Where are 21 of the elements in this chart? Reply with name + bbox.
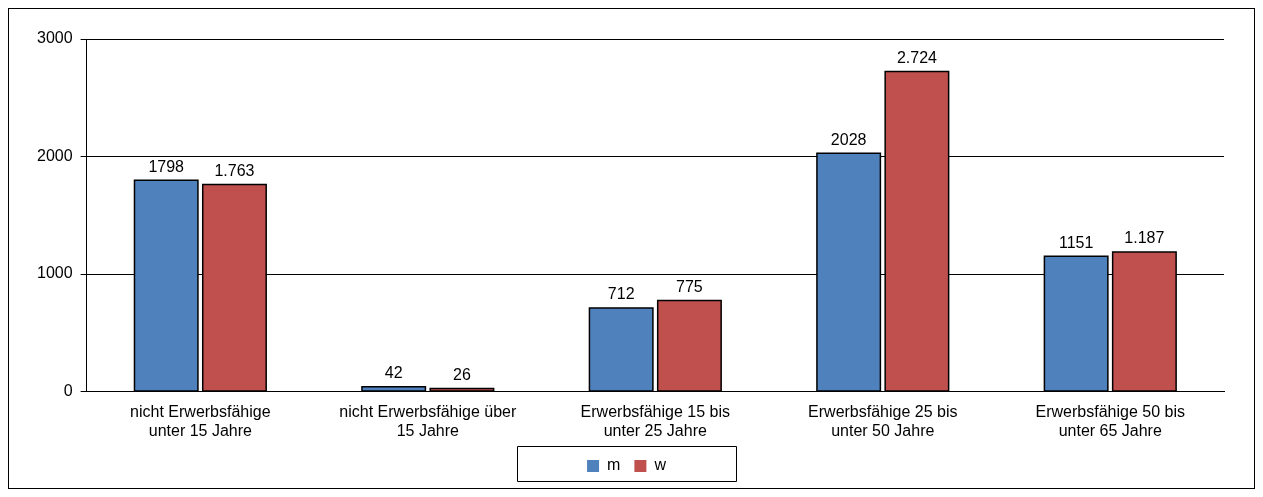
legend-label: m (607, 456, 621, 474)
data-label: 1.763 (214, 161, 255, 179)
x-tick-label: nicht Erwerbsfähige unter 15 Jahre (130, 402, 271, 439)
data-label: 775 (676, 277, 703, 295)
y-tick-label: 1000 (37, 264, 73, 282)
y-tick-label: 3000 (37, 29, 73, 47)
data-label: 712 (607, 285, 635, 303)
data-label: 26 (453, 365, 471, 383)
data-label: 42 (384, 364, 403, 382)
data-label: 1151 (1058, 233, 1094, 251)
data-label: 2028 (830, 130, 867, 148)
x-tick-label: Erwerbsfähige 15 bis unter 25 Jahre (580, 402, 731, 439)
y-tick-label: 2000 (37, 146, 73, 164)
x-tick-label: nicht Erwerbsfähige über 15 Jahre (339, 402, 517, 439)
data-label: 2.724 (896, 48, 938, 66)
x-tick-label: Erwerbsfähige 25 bis unter 50 Jahre (808, 402, 958, 439)
legend-label: w (653, 456, 667, 474)
data-label: 1798 (148, 157, 185, 175)
y-tick-label: 0 (63, 382, 73, 400)
x-tick-label: Erwerbsfähige 50 bis unter 65 Jahre (1035, 402, 1185, 439)
data-label: 1.187 (1124, 229, 1165, 247)
